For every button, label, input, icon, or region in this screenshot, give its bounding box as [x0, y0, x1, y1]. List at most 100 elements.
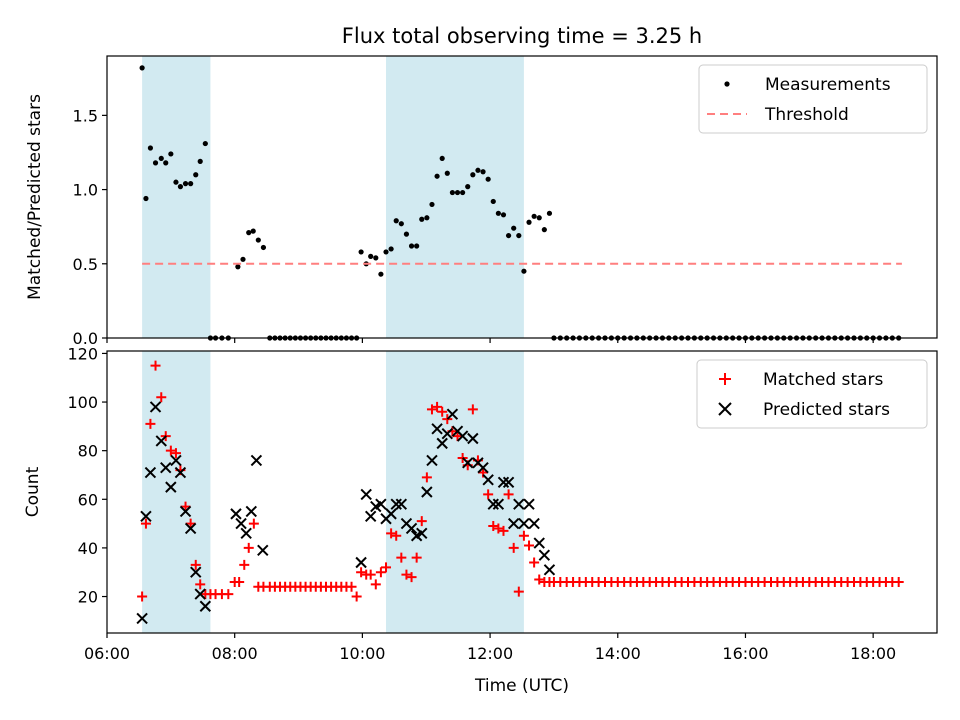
- measurement-point: [434, 173, 440, 179]
- measurement-point: [541, 227, 547, 233]
- measurement-point: [152, 160, 159, 166]
- measurement-point: [526, 219, 532, 225]
- predicted-star-point: [513, 498, 525, 510]
- matched-star-point: [893, 576, 904, 587]
- measurement-point: [197, 158, 203, 164]
- matched-star-point: [140, 518, 151, 529]
- matched-star-point: [467, 404, 478, 415]
- matched-star-point: [513, 586, 524, 597]
- measurement-point: [143, 195, 149, 202]
- matched-star-point: [170, 448, 181, 459]
- legend-label: Measurements: [765, 75, 891, 95]
- legend-label: Threshold: [764, 105, 849, 125]
- predicted-star-point: [436, 437, 448, 450]
- measurement-point: [147, 145, 154, 151]
- matched-star-point: [243, 542, 254, 553]
- matched-star-point: [524, 540, 535, 551]
- matched-star-point: [346, 581, 357, 592]
- y-tick-label: 1.5: [73, 106, 98, 125]
- legend-box: [696, 359, 928, 429]
- y-tick-label: 120: [67, 344, 98, 363]
- measurement-point: [505, 232, 512, 239]
- observing-window: [386, 56, 524, 338]
- matched-star-point: [145, 418, 156, 429]
- predicted-star-point: [538, 549, 551, 561]
- measurement-point: [465, 184, 471, 190]
- predicted-star-point: [523, 498, 535, 510]
- predicted-star-point: [446, 408, 459, 420]
- matched-star-point: [356, 567, 367, 578]
- measurement-point: [536, 215, 542, 221]
- y-axis-label: Count: [23, 466, 43, 517]
- predicted-star-point: [149, 401, 162, 413]
- predicted-star-point: [533, 537, 545, 549]
- matched-star-point: [381, 562, 392, 573]
- predicted-star-point: [390, 498, 402, 510]
- predicted-star-point: [170, 454, 182, 467]
- x-tick-label: 14:00: [595, 644, 641, 663]
- predicted-star-point: [416, 527, 428, 540]
- measurement-point: [373, 255, 379, 261]
- observing-window: [386, 351, 524, 633]
- measurement-point: [388, 246, 394, 252]
- predicted-star-point: [245, 505, 257, 518]
- matched-star-point: [234, 576, 245, 587]
- measurement-point: [398, 221, 404, 227]
- measurement-point: [495, 210, 501, 216]
- measurement-point: [193, 172, 199, 178]
- legend-label: Matched stars: [763, 370, 883, 390]
- measurement-point: [139, 65, 145, 71]
- y-axis-label: Matched/Predicted stars: [25, 94, 45, 300]
- predicted-star-point: [179, 505, 192, 518]
- x-axis-label: Time (UTC): [474, 676, 569, 696]
- matched-star-point: [156, 392, 167, 403]
- matched-star-point: [518, 530, 529, 541]
- y-tick-label: 0.0: [73, 329, 98, 348]
- y-tick-label: 1.0: [73, 181, 98, 200]
- legend-matched-swatch: [719, 373, 731, 385]
- predicted-star-point: [355, 556, 367, 569]
- measurement-point: [246, 230, 252, 236]
- measurement-point: [182, 181, 189, 187]
- x-tick-label: 12:00: [467, 644, 513, 663]
- predicted-star-point: [497, 476, 510, 488]
- matched-star-point: [401, 569, 412, 580]
- measurement-point: [454, 189, 461, 196]
- matched-star-point: [437, 406, 448, 417]
- measurement-point: [490, 198, 496, 205]
- matched-star-point: [411, 552, 422, 563]
- predicted-star-point: [230, 508, 242, 520]
- predicted-star-point: [140, 510, 152, 523]
- matched-star-point: [498, 525, 509, 536]
- predicted-star-point: [174, 466, 187, 479]
- measurement-point: [177, 184, 184, 190]
- measurement-point: [516, 232, 522, 239]
- y-tick-label: 0.5: [73, 255, 98, 274]
- matched-star-point: [223, 589, 234, 600]
- predicted-star-point: [502, 476, 515, 488]
- predicted-star-point: [421, 486, 433, 498]
- chart-title: Flux total observing time = 3.25 h: [342, 24, 702, 48]
- matched-star-point: [190, 559, 201, 570]
- matched-star-point: [375, 567, 386, 578]
- observing-window: [142, 351, 211, 633]
- predicted-star-point: [467, 432, 479, 445]
- measurement-point: [449, 189, 456, 196]
- x-tick-label: 16:00: [722, 644, 768, 663]
- measurement-point: [485, 176, 491, 182]
- predicted-star-point: [199, 600, 212, 612]
- matched-star-point: [416, 516, 427, 527]
- matched-star-point: [239, 559, 250, 570]
- matched-star-point: [391, 530, 402, 541]
- y-tick-label: 40: [78, 539, 98, 558]
- matched-star-point: [421, 472, 432, 483]
- predicted-star-point: [160, 461, 172, 474]
- predicted-star-point: [456, 430, 469, 442]
- measurement-point: [378, 271, 384, 277]
- predicted-star-point: [441, 427, 454, 440]
- y-tick-label: 20: [78, 588, 98, 607]
- measurement-point: [235, 264, 241, 270]
- matched-star-point: [185, 518, 196, 529]
- observing-window: [142, 56, 211, 338]
- predicted-star-point: [395, 498, 408, 510]
